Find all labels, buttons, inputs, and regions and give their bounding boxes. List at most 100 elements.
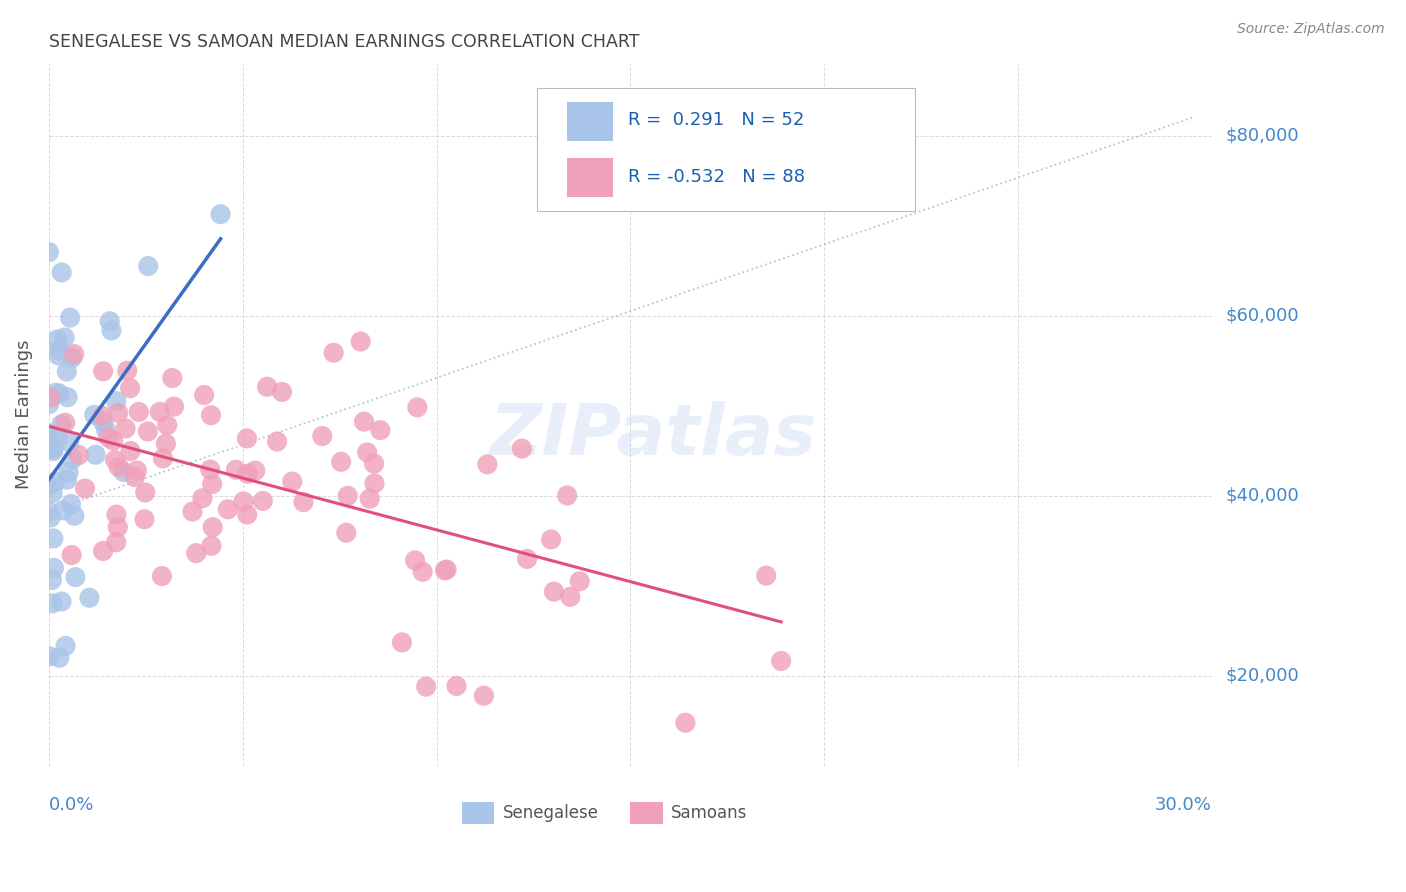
Point: [44, 475, 66, 489]
Text: Senegalese: Senegalese: [502, 804, 599, 822]
Point: [60, 452, 83, 467]
Point: [39, 510, 62, 524]
Point: [191, 491, 214, 506]
Point: [60, 548, 83, 562]
Text: 30.0%: 30.0%: [1156, 797, 1212, 814]
Point: [41, 596, 63, 610]
Point: [79, 591, 101, 605]
Point: [97, 430, 120, 444]
Point: [91, 409, 114, 423]
FancyBboxPatch shape: [567, 102, 613, 141]
Point: [38, 245, 60, 260]
Point: [322, 346, 344, 360]
Point: [266, 434, 288, 449]
Point: [108, 460, 131, 475]
FancyBboxPatch shape: [567, 158, 613, 197]
Point: [136, 425, 159, 439]
Point: [42, 561, 65, 575]
Text: $80,000: $80,000: [1226, 127, 1299, 145]
Point: [349, 334, 371, 349]
Point: [186, 546, 208, 560]
Point: [201, 520, 224, 534]
Point: [292, 495, 315, 509]
Text: Source: ZipAtlas.com: Source: ZipAtlas.com: [1237, 22, 1385, 37]
Point: [406, 401, 429, 415]
Point: [84, 448, 107, 462]
Point: [38, 397, 60, 411]
Point: [356, 445, 378, 459]
Point: [91, 544, 114, 558]
Point: [83, 408, 105, 422]
Point: [543, 584, 565, 599]
Point: [91, 364, 114, 378]
Point: [236, 508, 259, 522]
Point: [245, 464, 267, 478]
Point: [46, 431, 69, 445]
Point: [193, 388, 215, 402]
FancyBboxPatch shape: [537, 88, 915, 211]
Point: [38, 649, 60, 664]
Point: [415, 680, 437, 694]
Point: [48, 343, 70, 358]
Point: [105, 394, 128, 409]
Point: [51, 265, 73, 279]
Point: [152, 451, 174, 466]
Point: [225, 463, 247, 477]
Point: [311, 429, 333, 443]
Point: [363, 457, 385, 471]
Point: [60, 497, 83, 511]
Point: [105, 535, 128, 549]
Point: [56, 473, 79, 487]
Point: [363, 476, 385, 491]
Point: [107, 520, 129, 534]
Point: [510, 442, 533, 456]
Point: [404, 553, 426, 567]
Point: [472, 689, 495, 703]
Point: [200, 409, 222, 423]
Point: [124, 470, 146, 484]
Point: [256, 380, 278, 394]
Point: [98, 314, 121, 328]
Point: [120, 444, 142, 458]
Point: [359, 491, 381, 506]
Text: R =  0.291   N = 52: R = 0.291 N = 52: [628, 111, 804, 128]
Point: [181, 505, 204, 519]
Point: [134, 485, 156, 500]
Point: [94, 423, 117, 437]
Point: [100, 323, 122, 337]
Point: [149, 405, 172, 419]
Point: [252, 494, 274, 508]
Point: [53, 330, 76, 344]
Point: [48, 348, 70, 362]
Point: [104, 453, 127, 467]
Point: [200, 539, 222, 553]
Point: [540, 533, 562, 547]
Point: [336, 489, 359, 503]
Point: [39, 442, 62, 456]
Point: [42, 532, 65, 546]
Point: [200, 462, 222, 476]
Point: [56, 364, 79, 378]
Point: [103, 434, 125, 448]
Point: [560, 590, 582, 604]
Point: [232, 494, 254, 508]
Point: [58, 435, 80, 450]
Point: [516, 552, 538, 566]
Point: [63, 508, 86, 523]
Point: [568, 574, 591, 589]
Point: [128, 405, 150, 419]
Point: [236, 467, 259, 481]
Point: [162, 371, 184, 385]
Point: [45, 385, 67, 400]
Point: [55, 639, 77, 653]
Point: [41, 573, 63, 587]
Point: [555, 488, 578, 502]
Point: [58, 465, 80, 479]
Point: [412, 565, 434, 579]
Point: [330, 455, 353, 469]
Point: [41, 485, 63, 500]
Point: [91, 416, 114, 430]
Point: [271, 384, 294, 399]
Point: [136, 259, 159, 273]
Point: [51, 417, 73, 432]
